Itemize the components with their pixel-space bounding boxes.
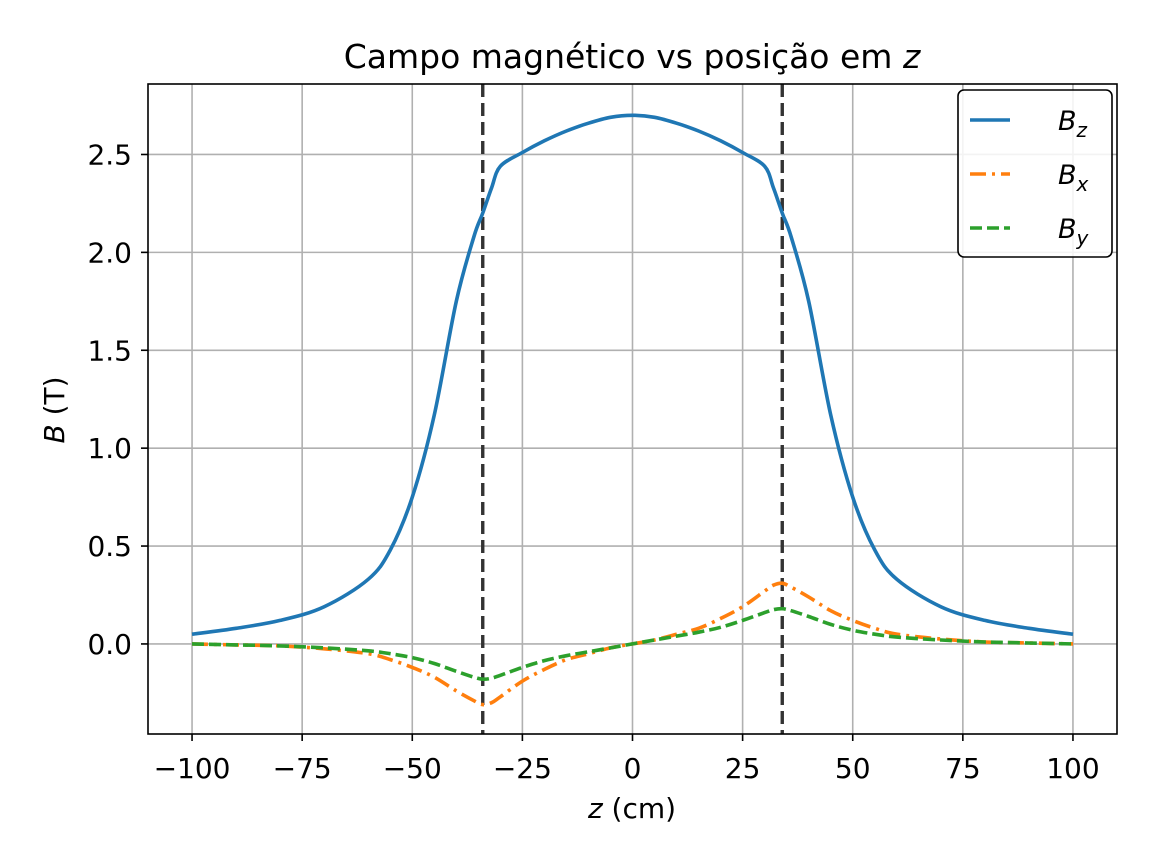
series-line-by bbox=[191, 606, 1074, 682]
y-tick-label: 0.0 bbox=[87, 628, 132, 661]
x-tick-label: 75 bbox=[945, 752, 981, 785]
x-tick-label: −100 bbox=[154, 752, 231, 785]
y-tick-label: 2.0 bbox=[87, 236, 132, 269]
x-tick-label: 50 bbox=[835, 752, 871, 785]
y-tick-label: 1.5 bbox=[87, 334, 132, 367]
y-tick-label: 1.0 bbox=[87, 432, 132, 465]
x-tick-label: −50 bbox=[383, 752, 442, 785]
chart-title-variable: z bbox=[902, 37, 921, 76]
y-axis-label-unit: (T) bbox=[38, 376, 71, 424]
chart-title: Campo magnético vs posição em z bbox=[344, 37, 921, 76]
y-axis-label-variable: B bbox=[38, 424, 71, 443]
y-tick-label: 2.5 bbox=[87, 138, 132, 171]
x-axis-label-variable: z bbox=[587, 792, 604, 825]
legend-label-bz: Bz bbox=[1058, 106, 1088, 142]
legend-label-by: By bbox=[1058, 214, 1090, 250]
x-tick-label: −25 bbox=[493, 752, 552, 785]
legend-label-bx: Bx bbox=[1058, 160, 1089, 196]
chart-title-text: Campo magnético vs posição em bbox=[344, 37, 903, 76]
series-line-bz bbox=[191, 113, 1074, 636]
y-axis-label: B (T) bbox=[38, 376, 71, 443]
x-tick-label: 0 bbox=[624, 752, 642, 785]
grid bbox=[148, 84, 1117, 734]
vertical-reference-lines bbox=[481, 84, 784, 734]
x-tick-label: 25 bbox=[725, 752, 761, 785]
x-tick-label: 100 bbox=[1046, 752, 1099, 785]
legend-box bbox=[957, 89, 1113, 258]
series-lines bbox=[191, 113, 1074, 707]
x-tick-label: −75 bbox=[273, 752, 332, 785]
x-axis-label: z (cm) bbox=[587, 792, 676, 825]
legend: Bz Bx By bbox=[957, 89, 1113, 258]
ticks: −100 −75 −50 −25 0 25 50 75 100 0.0 0.5 1.0 1.5 2.0 2.… bbox=[87, 138, 1099, 785]
x-axis-label-unit: (cm) bbox=[603, 792, 676, 825]
y-tick-label: 0.5 bbox=[87, 530, 132, 563]
